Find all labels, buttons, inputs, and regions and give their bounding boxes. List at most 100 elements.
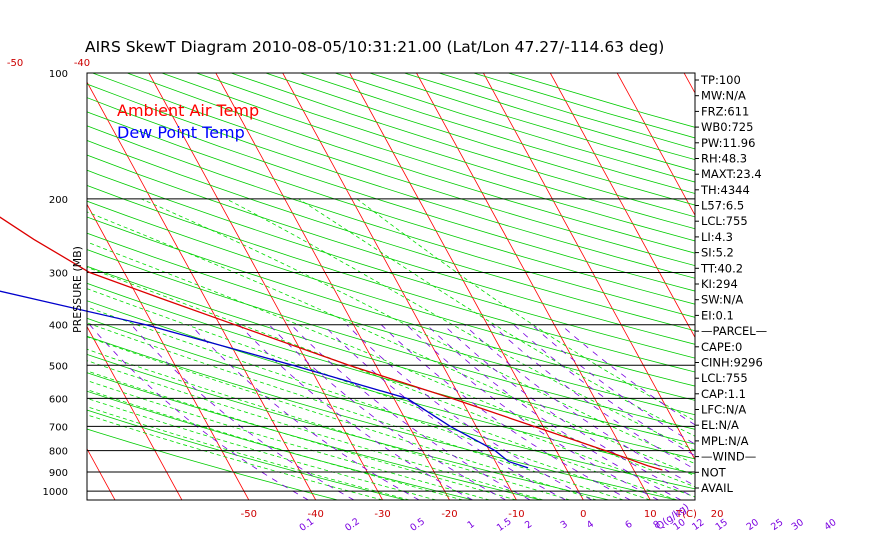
mixing-ratio-line bbox=[380, 324, 631, 500]
mixing-ratio-line bbox=[322, 324, 566, 500]
dry-adiabat-line bbox=[87, 97, 695, 292]
mixing-ratio-tick-label: 4 bbox=[585, 519, 596, 531]
ambient-air-temp-profile bbox=[0, 216, 663, 471]
moist-adiabat-line bbox=[87, 288, 678, 500]
index-entry: KI:294 bbox=[701, 277, 738, 291]
bottom-temp-tick-label: 10 bbox=[644, 509, 657, 520]
index-entry: MAXT:23.4 bbox=[701, 167, 762, 181]
isotherm-line bbox=[0, 73, 48, 500]
isotherm-line bbox=[349, 73, 584, 500]
index-entry: LFC:N/A bbox=[701, 403, 746, 417]
mixing-ratio-tick-label: 8 bbox=[651, 519, 662, 531]
index-entry: PW:11.96 bbox=[701, 136, 755, 150]
pressure-tick-label: 900 bbox=[49, 468, 68, 479]
mixing-ratio-line bbox=[190, 324, 420, 500]
dry-adiabat-line bbox=[87, 335, 677, 500]
dry-adiabat-line bbox=[126, 73, 695, 254]
index-entry: LCL:755 bbox=[701, 214, 748, 228]
mixing-ratio-line bbox=[443, 324, 695, 499]
top-temp-tick-label: -50 bbox=[7, 58, 23, 69]
mixing-ratio-tick-label: 20 bbox=[745, 517, 761, 533]
mixing-ratio-line bbox=[560, 324, 695, 426]
mixing-ratio-line bbox=[268, 324, 506, 500]
mixing-ratio-tick-label: 25 bbox=[769, 517, 785, 533]
pressure-tick-label: 300 bbox=[49, 269, 68, 280]
index-entry: MPL:N/A bbox=[701, 434, 749, 448]
index-entry: TH:4344 bbox=[700, 183, 750, 197]
mixing-ratio-line bbox=[426, 324, 682, 500]
dry-adiabat-line bbox=[265, 73, 695, 206]
dry-adiabat-line bbox=[87, 372, 542, 500]
dry-adiabat-line bbox=[87, 216, 695, 401]
mixing-ratio-tick-label: 2 bbox=[523, 519, 534, 531]
dry-adiabat-line bbox=[87, 83, 695, 279]
bottom-axis-label: T(C) bbox=[675, 509, 697, 520]
pressure-tick-label: 700 bbox=[49, 422, 68, 433]
y-axis-label: PRESSURE (MB) bbox=[71, 246, 84, 333]
index-entry: FRZ:611 bbox=[701, 104, 749, 118]
moist-adiabat-line bbox=[226, 198, 695, 451]
index-entry: —PARCEL— bbox=[701, 324, 767, 338]
index-entry: EL:N/A bbox=[701, 418, 739, 432]
dew-point-temp-profile bbox=[0, 290, 529, 469]
dry-adiabat-line bbox=[87, 111, 695, 305]
index-entry: AVAIL bbox=[701, 481, 734, 495]
mixing-ratio-tick-label: 3 bbox=[559, 519, 570, 531]
pressure-tick-label: 600 bbox=[49, 394, 68, 405]
legend-dew-point-temp: Dew Point Temp bbox=[117, 123, 245, 142]
moist-adiabat-line bbox=[87, 397, 437, 500]
index-entry: CAP:1.1 bbox=[701, 387, 746, 401]
index-entry: TP:100 bbox=[700, 73, 741, 87]
index-entry: SW:N/A bbox=[701, 293, 743, 307]
dry-adiabat-line bbox=[369, 73, 695, 172]
index-entry: L57:6.5 bbox=[701, 199, 744, 213]
index-entry: LCL:755 bbox=[701, 371, 748, 385]
dry-adiabat-line bbox=[87, 249, 695, 430]
plot-frame bbox=[86, 72, 696, 501]
moist-adiabat-line bbox=[356, 198, 695, 422]
mixing-ratio-tick-label: 40 bbox=[822, 517, 838, 533]
pressure-tick-label: 100 bbox=[49, 69, 68, 80]
top-temp-tick-label: -40 bbox=[74, 58, 90, 69]
dry-adiabat-line bbox=[230, 73, 695, 218]
dry-adiabat-line bbox=[87, 139, 695, 332]
dry-adiabat-line bbox=[87, 353, 610, 500]
moist-adiabat-line bbox=[87, 322, 624, 500]
index-entry: CAPE:0 bbox=[701, 340, 742, 354]
mixing-ratio-line bbox=[238, 324, 473, 500]
bottom-temp-tick-label: -20 bbox=[441, 509, 457, 520]
isotherm-line bbox=[87, 448, 116, 500]
pressure-tick-label: 500 bbox=[49, 361, 68, 372]
mixing-ratio-tick-label: 6 bbox=[623, 519, 634, 531]
isotherm-line bbox=[616, 73, 695, 216]
moist-adiabat-line bbox=[87, 380, 490, 500]
dry-adiabat-line bbox=[87, 390, 474, 500]
index-entry: EI:0.1 bbox=[701, 308, 734, 322]
bottom-temp-tick-label: -40 bbox=[308, 509, 324, 520]
pressure-tick-label: 400 bbox=[49, 321, 68, 332]
moist-adiabat-line bbox=[87, 389, 464, 500]
isotherm-line bbox=[751, 73, 870, 500]
index-entry: MW:N/A bbox=[701, 89, 746, 103]
mixing-ratio-line bbox=[464, 324, 695, 487]
isobar-lines bbox=[87, 198, 695, 492]
moist-adiabat-line bbox=[87, 406, 410, 500]
moist-adiabat-line bbox=[87, 370, 517, 500]
index-entry: RH:48.3 bbox=[701, 152, 747, 166]
dry-adiabat-line bbox=[87, 265, 695, 445]
dry-adiabat-line bbox=[87, 409, 406, 500]
index-entry: CINH:9296 bbox=[701, 356, 763, 370]
moist-adiabat-line bbox=[87, 336, 597, 500]
isotherm-line bbox=[148, 73, 383, 500]
index-entry: NOT bbox=[701, 465, 727, 479]
dry-adiabat-line bbox=[87, 185, 695, 373]
bottom-temp-tick-label: -30 bbox=[374, 509, 390, 520]
isotherm-line bbox=[215, 73, 450, 500]
dry-adiabat-line bbox=[87, 154, 695, 345]
bottom-temp-tick-label: 20 bbox=[711, 509, 724, 520]
mixing-ratio-line bbox=[406, 324, 659, 500]
moist-adiabat-line bbox=[87, 360, 544, 500]
isotherm-line bbox=[549, 73, 695, 339]
mixing-ratio-line bbox=[531, 324, 695, 445]
